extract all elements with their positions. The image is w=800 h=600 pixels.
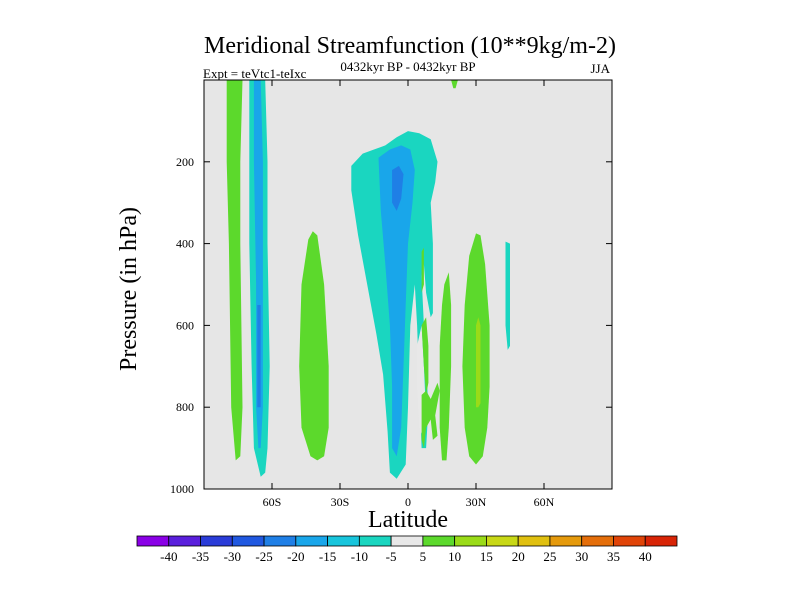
colorbar-swatch — [644, 535, 678, 547]
contour-regions — [226, 80, 510, 479]
colorbar-swatch — [581, 535, 614, 547]
colorbar-label: 35 — [607, 549, 620, 564]
x-axis-ticks: 60S 30S 0 30N 60N — [263, 80, 555, 509]
experiment-label: Expt = teVtc1-teIxc — [203, 66, 307, 81]
contour-green-sliver-north-a — [421, 247, 424, 293]
colorbar-label: -10 — [351, 549, 368, 564]
contour-green-band-20n — [439, 272, 452, 461]
colorbar-label: 20 — [512, 549, 525, 564]
colorbar-swatch — [390, 535, 424, 547]
colorbar-label: 15 — [480, 549, 493, 564]
contour-green-band-far-south — [226, 80, 243, 461]
colorbar-swatch — [263, 535, 297, 547]
y-axis-label: Pressure (in hPa) — [116, 207, 142, 371]
contour-green-v-shape — [421, 382, 440, 449]
contour-yellow-core-30n — [476, 317, 481, 408]
period-label: 0432kyr BP - 0432kyr BP — [340, 59, 475, 74]
y-axis-ticks: 200 400 600 800 1000 — [170, 155, 612, 496]
contour-green-blob-midlat — [299, 231, 329, 461]
colorbar-swatch — [613, 535, 646, 547]
x-tick-label: 30N — [466, 495, 487, 509]
contour-green-blob-upper-north — [451, 80, 458, 89]
colorbar-swatch — [168, 535, 201, 547]
colorbar-swatch — [295, 535, 328, 547]
y-tick-label: 800 — [176, 400, 194, 414]
chart-title: Meridional Streamfunction (10**9kg/m-2) — [204, 33, 616, 59]
colorbar-swatch — [231, 535, 265, 547]
colorbar-label: 40 — [639, 549, 652, 564]
colorbar-label: -40 — [160, 549, 177, 564]
season-label: JJA — [590, 61, 610, 76]
contour-cyan-sliver-40n — [505, 241, 510, 350]
x-tick-label: 0 — [405, 495, 411, 509]
contour-green-sliver-equator — [421, 317, 429, 395]
y-tick-label: 600 — [176, 318, 194, 332]
colorbar-label: -25 — [255, 549, 272, 564]
colorbar-swatch — [200, 535, 233, 547]
y-tick-label: 1000 — [170, 482, 194, 496]
colorbar-label: -5 — [386, 549, 397, 564]
colorbar-label: -15 — [319, 549, 336, 564]
colorbar: -40 -35 -30 -25 -20 -15 -10 -5 5 10 15 20 25 30 35 40 — [136, 535, 678, 564]
colorbar-swatch — [549, 535, 583, 547]
contour-blue-core-equator — [378, 145, 415, 457]
contour-deep-core-south — [257, 305, 261, 408]
colorbar-label: 10 — [448, 549, 461, 564]
colorbar-swatch — [486, 535, 519, 547]
colorbar-label: 25 — [543, 549, 556, 564]
colorbar-label: 30 — [575, 549, 588, 564]
colorbar-label: 5 — [420, 549, 427, 564]
x-tick-label: 30S — [331, 495, 350, 509]
colorbar-swatch — [454, 535, 487, 547]
colorbar-label: -20 — [287, 549, 304, 564]
contour-deep-core-equator — [392, 165, 404, 211]
colorbar-swatch — [422, 535, 456, 547]
x-tick-label: 60N — [534, 495, 555, 509]
colorbar-label: -35 — [192, 549, 209, 564]
colorbar-swatch — [517, 535, 551, 547]
colorbar-swatch — [327, 535, 360, 547]
colorbar-label: -30 — [224, 549, 241, 564]
y-tick-label: 400 — [176, 237, 194, 251]
x-tick-label: 60S — [263, 495, 282, 509]
x-axis-label: Latitude — [368, 507, 448, 533]
colorbar-swatch — [358, 535, 392, 547]
colorbar-swatch — [136, 535, 170, 547]
y-tick-label: 200 — [176, 155, 194, 169]
